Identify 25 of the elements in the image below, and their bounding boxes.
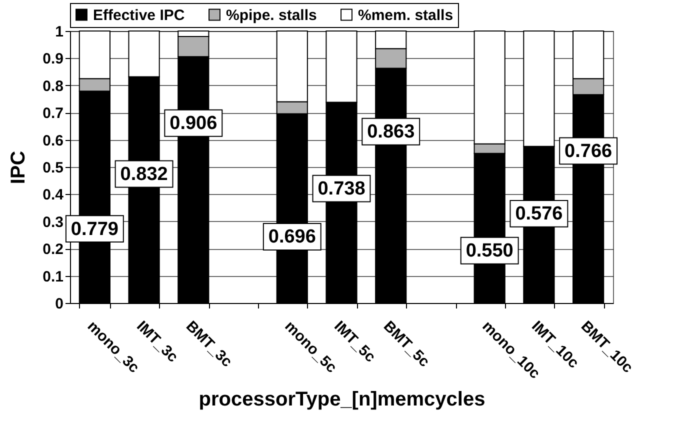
y-tick-label: 0	[55, 296, 64, 312]
y-tick-label: 0.4	[42, 186, 64, 204]
legend-label: %pipe. stalls	[226, 6, 317, 24]
y-tick-label: 1	[55, 24, 64, 40]
x-axis-title: processorType_[n]memcycles	[198, 388, 486, 411]
data-label: 0.779	[70, 218, 118, 240]
y-tick-label: 0.5	[42, 160, 64, 176]
data-label: 0.832	[120, 164, 168, 186]
data-label: 0.576	[515, 204, 563, 225]
y-tick-label: 0.2	[42, 241, 64, 258]
y-tick-label: 0.1	[42, 268, 64, 286]
y-tick-label: 0.7	[42, 105, 64, 122]
data-label: 0.906	[170, 113, 218, 134]
data-label: 0.766	[564, 140, 612, 162]
y-axis-title: IPC	[8, 150, 30, 184]
data-label: 0.550	[466, 240, 514, 262]
legend-label: Effective IPC	[93, 6, 185, 24]
y-tick-label: 0.3	[42, 214, 64, 231]
data-label: 0.738	[318, 178, 366, 200]
y-tick-label: 0.9	[42, 50, 64, 68]
y-tick-label: 0.6	[42, 132, 64, 150]
data-label: 0.863	[367, 122, 415, 143]
data-label: 0.696	[268, 226, 316, 248]
y-tick-label: 0.8	[42, 78, 64, 95]
legend-label: %mem. stalls	[358, 6, 454, 24]
